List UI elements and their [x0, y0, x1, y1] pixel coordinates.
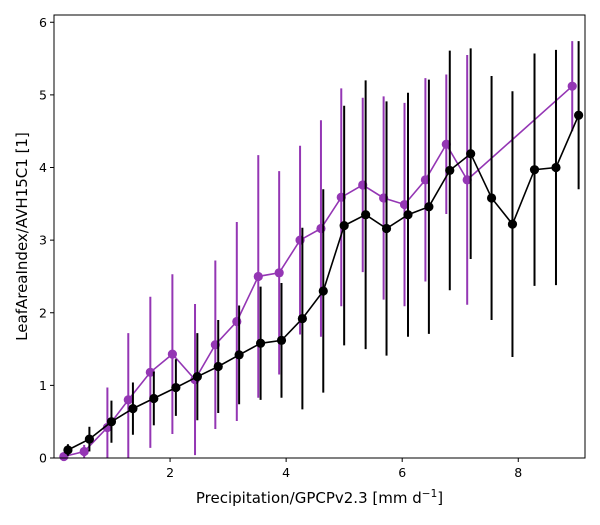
data-point	[381, 223, 392, 234]
series-2	[63, 41, 584, 456]
series-1	[59, 41, 577, 462]
x-axis-label-superscript: −1	[422, 488, 437, 500]
data-point	[149, 393, 159, 404]
data-point	[167, 349, 177, 359]
data-point	[274, 268, 284, 278]
data-point	[106, 417, 117, 427]
y-axis: 0 1 2 3 4 5 6	[39, 15, 54, 466]
data-point	[462, 175, 472, 185]
data-point	[255, 338, 266, 348]
data-point	[339, 221, 349, 231]
data-point	[441, 139, 451, 149]
data-point	[403, 210, 413, 220]
data-point	[213, 361, 223, 372]
y-tick-label: 4	[39, 160, 47, 175]
data-point	[297, 313, 307, 324]
x-axis-label-end: ]	[437, 489, 443, 507]
y-tick-label: 1	[39, 378, 47, 393]
data-point	[466, 149, 476, 159]
data-point	[507, 219, 518, 229]
y-tick-label: 0	[39, 451, 47, 466]
x-tick-label: 6	[398, 465, 406, 480]
x-axis: 2 4 6 8	[166, 458, 522, 480]
x-axis-label: Precipitation/GPCPv2.3 [mm d−1]	[196, 488, 443, 507]
x-axis-label-main: Precipitation/GPCPv2.3 [mm d	[196, 489, 422, 507]
data-point	[486, 193, 497, 203]
y-tick-label: 3	[39, 233, 47, 248]
data-point	[361, 210, 371, 220]
data-point	[399, 199, 410, 210]
y-tick-label: 2	[39, 305, 47, 320]
series-layer	[59, 41, 584, 462]
data-point	[128, 404, 138, 414]
data-point	[171, 382, 181, 393]
plot-frame	[53, 14, 586, 459]
x-tick-label: 2	[166, 465, 174, 480]
x-tick-label: 4	[282, 465, 290, 480]
data-point	[574, 110, 584, 120]
y-axis-label: LeafAreaIndex/AVH15C1 [1]	[13, 132, 31, 341]
plot-background	[54, 15, 585, 458]
data-point	[445, 165, 455, 176]
data-point	[234, 350, 244, 360]
y-tick-label: 6	[39, 15, 47, 30]
data-point	[318, 286, 328, 296]
x-tick-label: 8	[514, 465, 522, 480]
data-point	[551, 162, 561, 173]
data-point	[253, 271, 263, 282]
data-point	[79, 446, 89, 457]
data-point	[420, 175, 431, 185]
y-tick-label: 5	[39, 87, 47, 102]
data-point	[145, 367, 155, 377]
data-point	[192, 372, 202, 382]
data-point	[276, 335, 287, 345]
data-point	[567, 81, 577, 91]
data-point	[123, 395, 133, 405]
data-point	[84, 434, 94, 444]
data-point	[63, 445, 73, 455]
data-point	[529, 165, 540, 175]
data-point	[424, 202, 434, 212]
